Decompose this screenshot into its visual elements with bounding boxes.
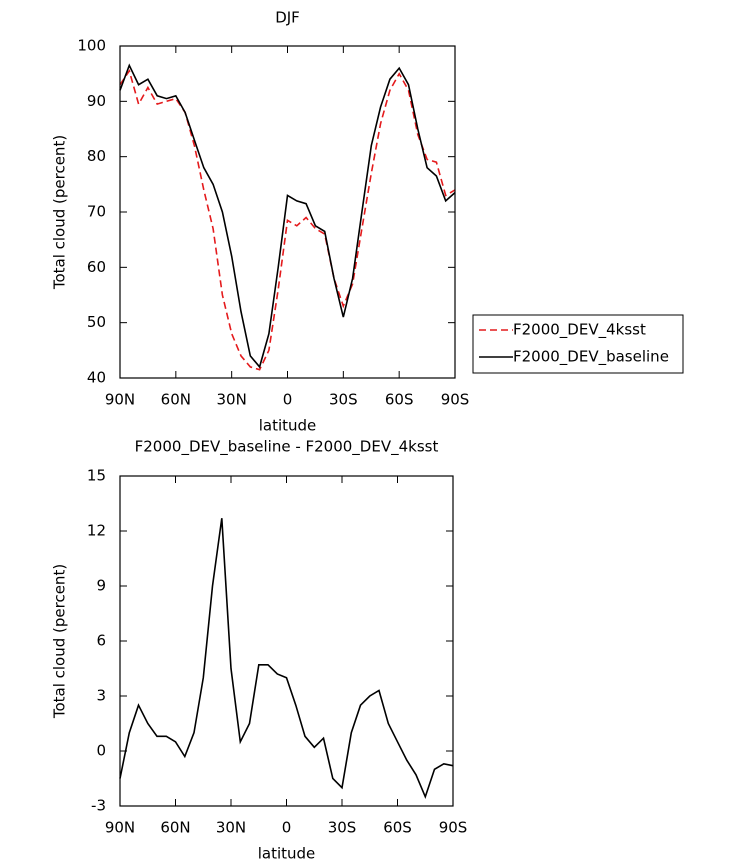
x-tick-label: 30N: [217, 391, 247, 409]
series-line: [119, 69, 456, 371]
x-tick-label: 30S: [328, 819, 357, 837]
x-tick-label: 90N: [105, 391, 135, 409]
y-tick-label: 12: [87, 522, 106, 540]
plot-frame: [119, 45, 456, 379]
x-tick-label: 90S: [439, 819, 468, 837]
y-tick-label: 9: [96, 577, 106, 595]
y-tick-label: 50: [87, 313, 106, 331]
y-tick-label: 60: [87, 258, 106, 276]
x-tick-label: 90N: [105, 819, 135, 837]
x-axis-label: latitude: [258, 845, 316, 863]
x-tick-label: 30S: [329, 391, 358, 409]
y-axis-label: Total cloud (percent): [51, 135, 69, 290]
y-tick-label: 70: [87, 203, 106, 221]
x-tick-label: 60N: [161, 391, 191, 409]
x-tick-label: 90S: [441, 391, 470, 409]
series-line: [119, 518, 454, 800]
chart-title: F2000_DEV_baseline - F2000_DEV_4ksst: [135, 438, 439, 457]
y-tick-label: 6: [96, 632, 106, 650]
series-line: [119, 63, 456, 369]
y-tick-label: -3: [91, 797, 106, 815]
y-tick-label: 3: [96, 687, 106, 705]
y-tick-label: 100: [77, 37, 106, 55]
x-tick-label: 30N: [216, 819, 246, 837]
y-axis-label: Total cloud (percent): [51, 564, 69, 719]
legend-label: F2000_DEV_4ksst: [513, 321, 646, 340]
legend-label: F2000_DEV_baseline: [513, 348, 669, 367]
y-tick-label: 15: [87, 467, 106, 485]
x-tick-label: 0: [283, 391, 293, 409]
x-tick-label: 0: [282, 819, 292, 837]
legend-box: [472, 314, 684, 374]
y-tick-label: 80: [87, 147, 106, 165]
plot-frame: [119, 475, 454, 807]
x-axis-label: latitude: [259, 417, 317, 435]
y-tick-label: 0: [96, 742, 106, 760]
y-tick-label: 90: [87, 92, 106, 110]
x-tick-label: 60N: [160, 819, 190, 837]
x-tick-label: 60S: [383, 819, 412, 837]
x-tick-label: 60S: [385, 391, 414, 409]
y-tick-label: 40: [87, 369, 106, 387]
chart-title: DJF: [275, 9, 300, 27]
